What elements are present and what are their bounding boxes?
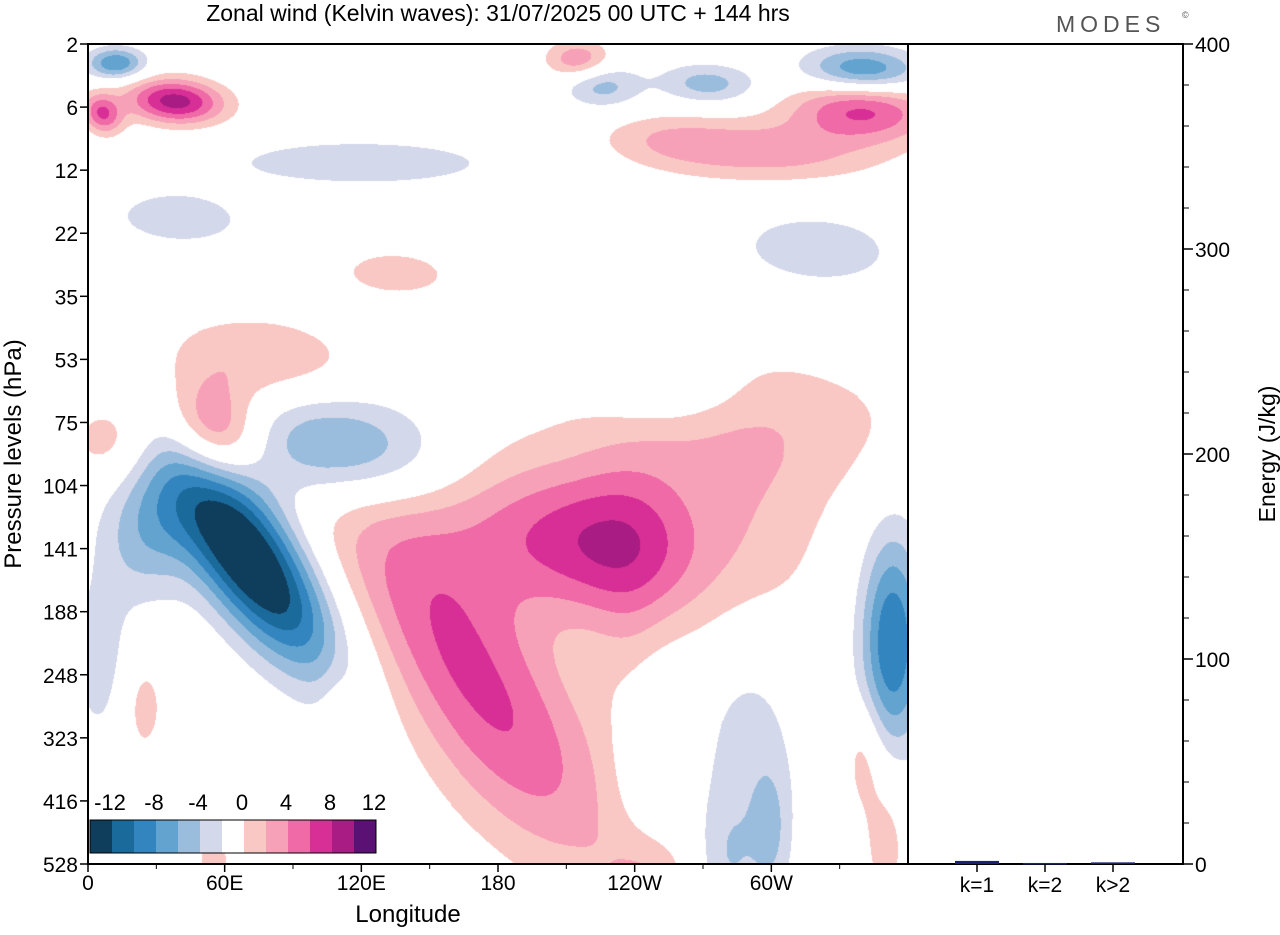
energy-bar-chart: 0 100 200 300 400 k=1 k=2 k>2 Energy (J/kg) [907, 34, 1280, 897]
y-tick-label: 2 [66, 34, 78, 57]
colorbar-label: -12 [94, 790, 126, 815]
y-tick-label: 141 [43, 539, 78, 562]
colorbar-swatch [266, 820, 288, 853]
energy-bar [955, 860, 999, 864]
heatmap-raster [88, 44, 908, 864]
energy-tick-label: 400 [1195, 34, 1230, 57]
energy-category-label: k>2 [1096, 874, 1130, 897]
energy-category-label: k=2 [1028, 874, 1062, 897]
energy-tick-label: 200 [1195, 444, 1230, 467]
x-tick-label: 180 [480, 872, 515, 895]
energy-bar [1091, 862, 1135, 864]
energy-tick-label: 300 [1195, 239, 1230, 262]
brand-name: MODES [1056, 11, 1165, 37]
zonal-wind-field [88, 44, 908, 864]
colorbar-swatch [332, 820, 354, 853]
energy-bar [1023, 862, 1067, 865]
colorbar-swatch [90, 820, 112, 853]
x-tick-label: 0 [82, 872, 94, 895]
colorbar-label: -4 [188, 790, 208, 815]
y-tick-label: 323 [43, 728, 78, 751]
colorbar-swatch [310, 820, 332, 853]
colorbar-label: 0 [236, 790, 248, 815]
colorbar-swatch [112, 820, 134, 853]
colorbar-label: 4 [280, 790, 292, 815]
energy-axis-title: Energy (J/kg) [1254, 386, 1280, 523]
colorbar-swatch [134, 820, 156, 853]
colorbar-label: -8 [144, 790, 164, 815]
energy-tick-label: 100 [1195, 649, 1230, 672]
colorbar-swatch [156, 820, 178, 853]
colorbar-frame [89, 819, 377, 854]
x-tick-label: 60W [750, 872, 793, 895]
colorbar-swatch [354, 820, 376, 853]
colorbar-swatch [288, 820, 310, 853]
colorbar-swatch [222, 820, 244, 853]
y-tick-label: 416 [43, 791, 78, 814]
y-tick-label: 22 [55, 223, 78, 246]
brand-logo: MODES © [1056, 10, 1189, 37]
colorbar-swatch [244, 820, 266, 853]
y-tick-label: 75 [55, 412, 78, 435]
colorbar-label: 12 [362, 790, 386, 815]
chart-title: Zonal wind (Kelvin waves): 31/07/2025 00… [206, 0, 790, 26]
y-tick-label: 248 [43, 665, 78, 688]
y-tick-label: 53 [55, 349, 78, 372]
y-tick-label: 6 [66, 97, 78, 120]
y-tick-label: 12 [55, 160, 78, 183]
x-axis-title: Longitude [355, 901, 460, 928]
x-tick-label: 60E [206, 872, 243, 895]
y-tick-label: 104 [43, 476, 78, 499]
y-tick-label: 528 [43, 854, 78, 877]
colorbar-swatch [200, 820, 222, 853]
x-tick-label: 120E [337, 872, 386, 895]
energy-tick-label: 0 [1195, 854, 1207, 877]
x-tick-label: 120W [607, 872, 662, 895]
y-tick-label: 188 [43, 602, 78, 625]
energy-category-label: k=1 [960, 874, 994, 897]
colorbar-swatch [178, 820, 200, 853]
y-axis-title: Pressure levels (hPa) [0, 339, 27, 568]
colorbar: -12 -8 -4 0 4 8 12 [89, 790, 386, 854]
brand-mark: © [1182, 10, 1189, 20]
y-tick-label: 35 [55, 286, 78, 309]
colorbar-label: 8 [324, 790, 336, 815]
